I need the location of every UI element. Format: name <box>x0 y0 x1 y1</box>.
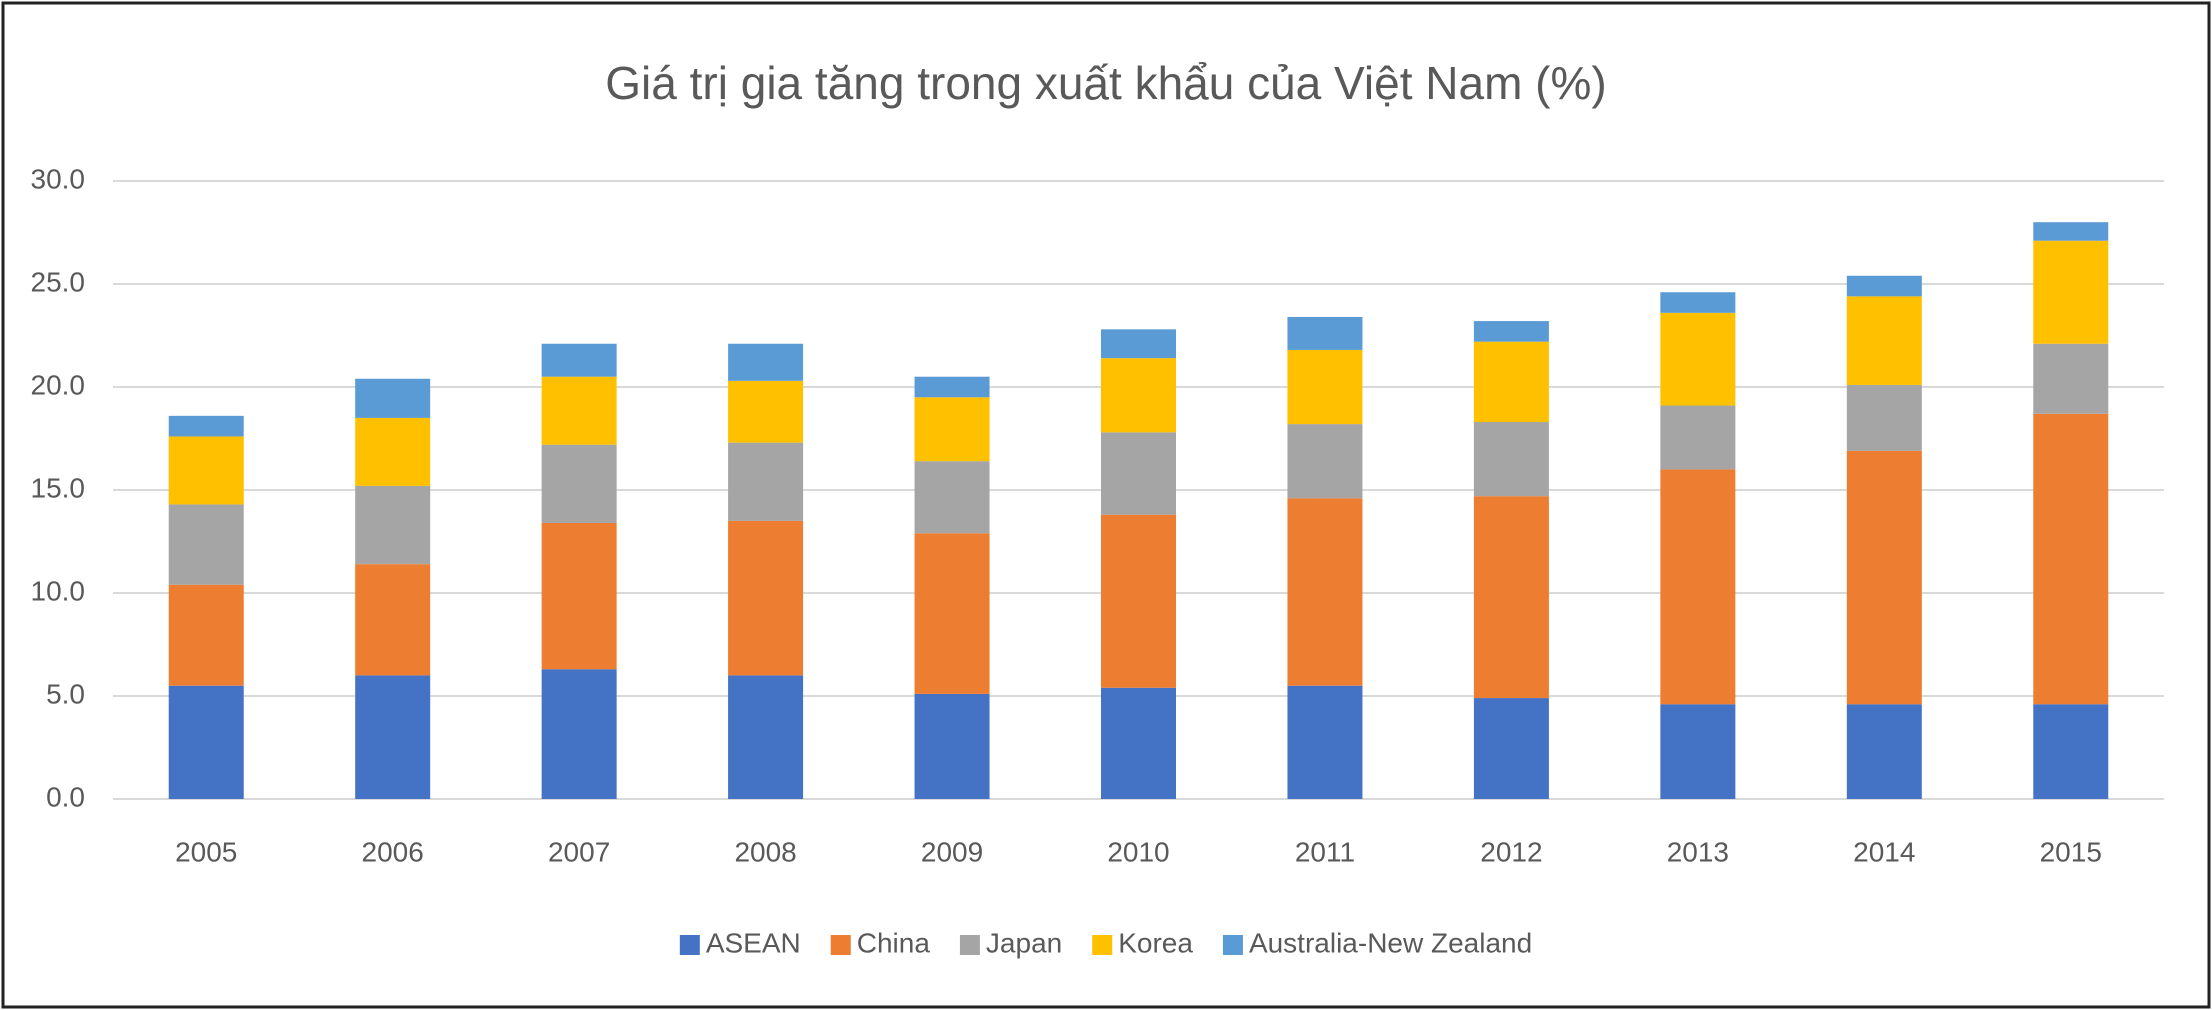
bar-segment <box>1473 341 1549 423</box>
bar-segment <box>2033 413 2109 705</box>
y-tick-label: 25.0 <box>31 266 86 297</box>
bar-segment <box>1846 296 1922 385</box>
legend-swatch <box>1092 935 1113 955</box>
bar-segment <box>1473 422 1549 497</box>
bar-segment <box>1287 424 1363 499</box>
legend-swatch <box>1222 935 1243 955</box>
bar-segment <box>1287 349 1363 425</box>
bar-segment <box>1846 384 1922 451</box>
bar-segment <box>1660 405 1736 470</box>
bar-segment <box>2033 222 2109 241</box>
bar-segment <box>355 675 431 799</box>
bar-segment <box>1660 312 1736 406</box>
y-tick-label: 15.0 <box>31 472 86 503</box>
bar-segment <box>355 564 431 676</box>
x-tick-label: 2012 <box>1480 836 1542 867</box>
legend-label: ASEAN <box>706 927 801 958</box>
x-tick-label: 2006 <box>362 836 424 867</box>
bar-segment <box>355 417 431 486</box>
bar-segment <box>168 685 244 799</box>
bar-segment <box>1287 316 1363 350</box>
chart-title: Giá trị gia tăng trong xuất khẩu của Việ… <box>605 57 1606 109</box>
x-tick-label: 2008 <box>734 836 796 867</box>
legend-label: China <box>857 927 931 958</box>
bar-segment <box>1473 698 1549 799</box>
bar-segment <box>541 669 617 799</box>
y-tick-label: 30.0 <box>31 163 86 194</box>
bar-segment <box>914 376 990 398</box>
bar-segment <box>355 485 431 565</box>
bar-segment <box>355 378 431 418</box>
bar-segment <box>914 533 990 694</box>
bar-segment <box>728 343 804 381</box>
bar-segment <box>2033 343 2109 414</box>
legend-swatch <box>830 935 851 955</box>
legend-swatch <box>959 935 980 955</box>
bar-segment <box>1101 358 1176 433</box>
bar-segment <box>728 675 804 799</box>
bar-segment <box>168 584 244 686</box>
bar-segment <box>1101 687 1176 799</box>
bar-segment <box>1660 469 1736 705</box>
y-tick-label: 20.0 <box>31 369 86 400</box>
bar-segment <box>1287 498 1363 686</box>
bar-segment <box>914 693 990 799</box>
bar-segment <box>2033 240 2109 344</box>
x-tick-label: 2009 <box>921 836 983 867</box>
bar-segment <box>1101 432 1176 515</box>
bar-segment <box>1846 450 1922 705</box>
bar-segment <box>914 397 990 462</box>
bar-segment <box>728 520 804 676</box>
y-tick-label: 5.0 <box>46 678 85 709</box>
bar-segment <box>541 343 617 377</box>
bar-segment <box>914 461 990 534</box>
y-tick-label: 10.0 <box>31 575 86 606</box>
x-tick-label: 2015 <box>2040 836 2102 867</box>
legend-swatch <box>679 935 700 955</box>
bar-segment <box>1101 329 1176 359</box>
x-tick-label: 2013 <box>1667 836 1729 867</box>
bar-segment <box>1846 275 1922 297</box>
y-tick-label: 0.0 <box>46 781 85 812</box>
bar-segment <box>1660 704 1736 799</box>
bar-segment <box>1473 321 1549 342</box>
bar-segment <box>728 442 804 521</box>
bar-segment <box>1660 292 1736 313</box>
x-tick-label: 2010 <box>1107 836 1169 867</box>
bar-segment <box>1846 704 1922 799</box>
bar-segment <box>541 444 617 523</box>
bar-segment <box>1101 514 1176 688</box>
bar-segment <box>168 504 244 585</box>
bar-segment <box>541 522 617 670</box>
x-tick-label: 2005 <box>175 836 237 867</box>
bar-segment <box>168 415 244 437</box>
x-tick-label: 2011 <box>1295 836 1355 867</box>
bar-segment <box>1287 685 1363 799</box>
x-tick-label: 2014 <box>1853 836 1915 867</box>
bar-segment <box>1473 496 1549 699</box>
legend-label: Japan <box>986 927 1062 958</box>
x-tick-label: 2007 <box>548 836 610 867</box>
bar-segment <box>728 380 804 443</box>
legend-label: Korea <box>1118 927 1193 958</box>
bar-segment <box>168 436 244 505</box>
legend-label: Australia-New Zealand <box>1249 927 1532 958</box>
bar-segment <box>2033 704 2109 799</box>
bar-segment <box>541 376 617 445</box>
